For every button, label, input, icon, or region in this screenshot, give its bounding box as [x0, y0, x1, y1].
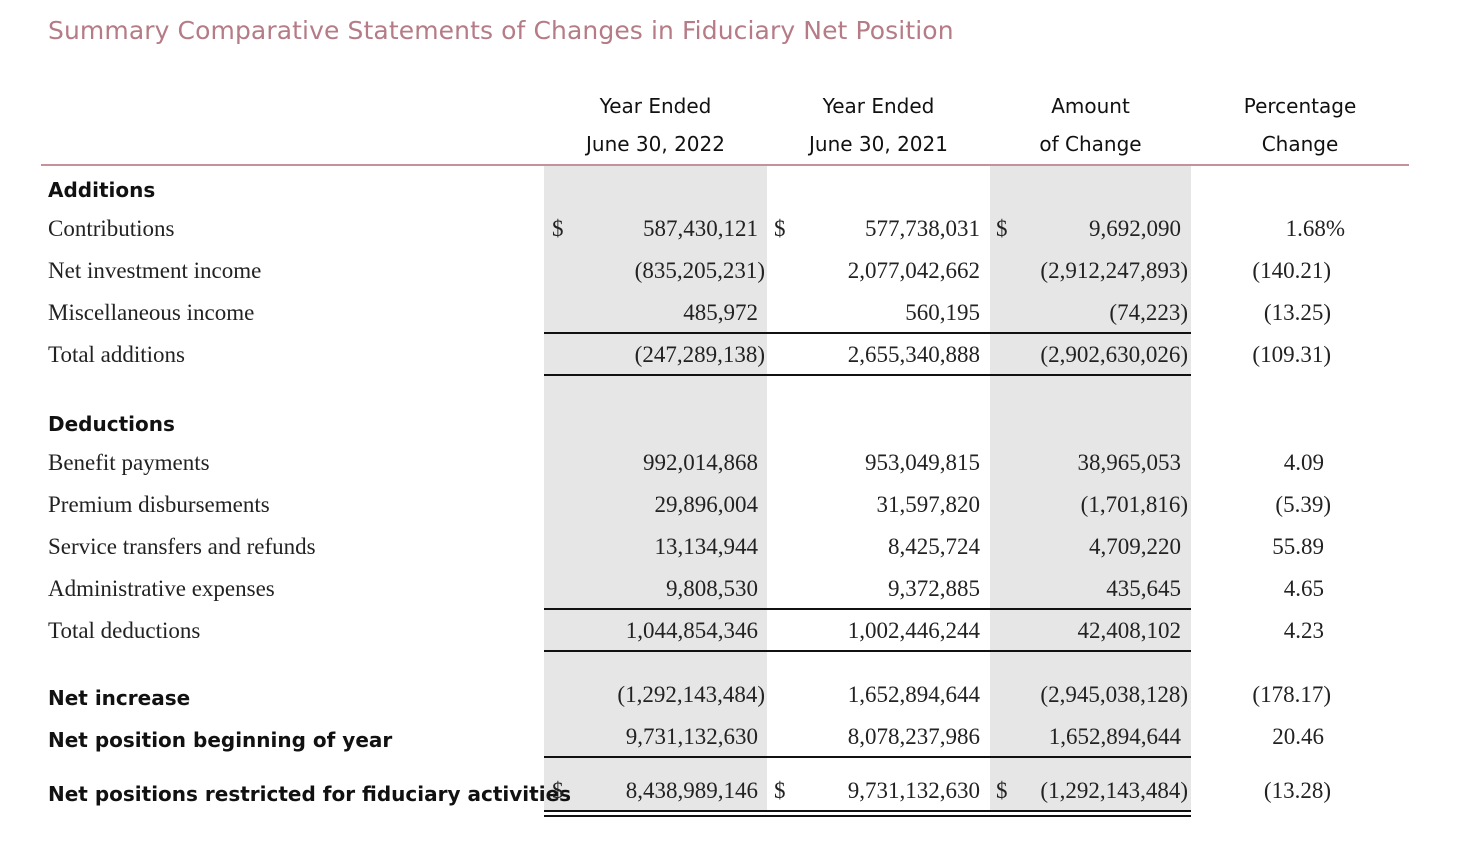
cell-percentage: (178.17): [1252, 682, 1331, 707]
cell-2021: 8,425,724: [888, 534, 980, 559]
row-label-premium-disbursements: Premium disbursements: [48, 492, 270, 517]
cell-change: 42,408,102: [1077, 618, 1182, 643]
currency-symbol: $: [552, 216, 564, 241]
row-label-total-deductions: Total deductions: [48, 618, 201, 643]
cell-change: (2,912,247,893): [1040, 258, 1188, 283]
row-label-contributions: Contributions: [48, 216, 175, 241]
header-change-line2: of Change: [1039, 132, 1142, 156]
cell-2022: (835,205,231): [634, 258, 765, 283]
shade-column-2022: [544, 166, 767, 812]
cell-2022: 9,731,132,630: [625, 724, 758, 749]
header-2021: Year Ended June 30, 2021: [767, 87, 990, 163]
header-divider: [41, 164, 1409, 166]
row-label-net-position-beginning: Net position beginning of year: [48, 728, 393, 752]
cell-percentage: (13.25): [1263, 300, 1331, 325]
cell-2021: 2,077,042,662: [847, 258, 980, 283]
header-percentage-line2: Change: [1261, 132, 1339, 156]
cell-2021: 9,731,132,630: [847, 778, 980, 803]
total-rule: [544, 374, 1191, 376]
section-heading-deductions: Deductions: [48, 412, 175, 436]
cell-2022: 9,808,530: [666, 576, 758, 601]
row-label-net-increase: Net increase: [48, 686, 191, 710]
double-rule-top: [544, 810, 1191, 812]
cell-2022: 1,044,854,346: [625, 618, 758, 643]
cell-2021: 31,597,820: [876, 492, 981, 517]
double-rule-bottom: [544, 815, 1191, 817]
cell-percentage: (13.28): [1263, 778, 1331, 803]
header-percentage: Percentage Change: [1200, 87, 1400, 163]
cell-change: (1,292,143,484): [1040, 778, 1188, 803]
cell-change: (2,945,038,128): [1040, 682, 1188, 707]
cell-2022: 992,014,868: [643, 450, 758, 475]
row-label-administrative-expenses: Administrative expenses: [48, 576, 275, 601]
currency-symbol: $: [774, 778, 786, 803]
header-2022: Year Ended June 30, 2022: [544, 87, 767, 163]
cell-percentage: 4.23: [1283, 618, 1324, 643]
cell-change: 4,709,220: [1089, 534, 1181, 559]
cell-2022: (1,292,143,484): [617, 682, 765, 707]
cell-2021: 1,652,894,644: [847, 682, 980, 707]
subtotal-rule: [544, 332, 1191, 334]
cell-percentage: 4.65: [1283, 576, 1324, 601]
cell-percentage: 4.09: [1283, 450, 1324, 475]
cell-2021: 1,002,446,244: [847, 618, 980, 643]
cell-2022: (247,289,138): [634, 342, 765, 367]
currency-symbol: $: [996, 778, 1008, 803]
cell-2022: 13,134,944: [654, 534, 759, 559]
cell-2022: 485,972: [683, 300, 758, 325]
cell-percentage: 1.68%: [1285, 216, 1345, 241]
header-2022-line2: June 30, 2022: [586, 132, 725, 156]
header-2021-line2: June 30, 2021: [809, 132, 948, 156]
cell-change: 435,645: [1106, 576, 1181, 601]
cell-change: (74,223): [1109, 300, 1188, 325]
cell-change: (2,902,630,026): [1040, 342, 1188, 367]
cell-2021: 953,049,815: [865, 450, 980, 475]
page-title: Summary Comparative Statements of Change…: [48, 16, 954, 45]
cell-percentage: 20.46: [1272, 724, 1324, 749]
cell-2021: 560,195: [905, 300, 980, 325]
currency-symbol: $: [774, 216, 786, 241]
cell-change: (1,701,816): [1080, 492, 1188, 517]
cell-percentage: (5.39): [1275, 492, 1331, 517]
row-label-service-transfers: Service transfers and refunds: [48, 534, 316, 559]
header-change-line1: Amount: [1051, 94, 1130, 118]
cell-2021: 2,655,340,888: [847, 342, 980, 367]
row-label-benefit-payments: Benefit payments: [48, 450, 210, 475]
cell-2022: 29,896,004: [654, 492, 759, 517]
row-label-net-positions-restricted: Net positions restricted for fiduciary a…: [48, 782, 572, 806]
section-heading-additions: Additions: [48, 178, 156, 202]
row-label-total-additions: Total additions: [48, 342, 186, 367]
header-percentage-line1: Percentage: [1243, 94, 1357, 118]
cell-percentage: (109.31): [1252, 342, 1331, 367]
cell-percentage: (140.21): [1252, 258, 1331, 283]
currency-symbol: $: [552, 778, 564, 803]
shade-column-change: [990, 166, 1191, 812]
total-rule: [544, 650, 1191, 652]
cell-2021: 577,738,031: [865, 216, 980, 241]
cell-change: 38,965,053: [1077, 450, 1182, 475]
cell-2021: 8,078,237,986: [847, 724, 980, 749]
currency-symbol: $: [996, 216, 1008, 241]
subtotal-rule: [544, 608, 1191, 610]
row-label-net-investment-income: Net investment income: [48, 258, 262, 283]
header-2021-line1: Year Ended: [822, 94, 935, 118]
header-2022-line1: Year Ended: [599, 94, 712, 118]
cell-percentage: 55.89: [1272, 534, 1324, 559]
cell-change: 9,692,090: [1089, 216, 1181, 241]
cell-2021: 9,372,885: [888, 576, 980, 601]
cell-2022: 8,438,989,146: [625, 778, 758, 803]
cell-2022: 587,430,121: [643, 216, 758, 241]
row-label-miscellaneous-income: Miscellaneous income: [48, 300, 255, 325]
header-change: Amount of Change: [990, 87, 1191, 163]
subtotal-rule: [544, 756, 1191, 758]
cell-change: 1,652,894,644: [1048, 724, 1181, 749]
